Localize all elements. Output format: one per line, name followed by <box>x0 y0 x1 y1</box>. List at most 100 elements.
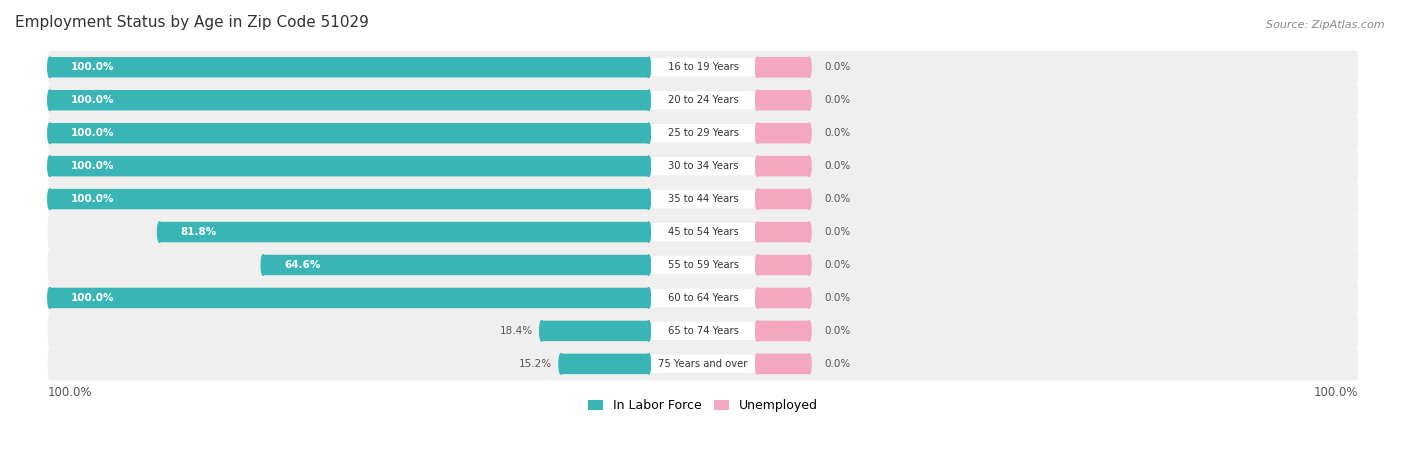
FancyBboxPatch shape <box>48 282 1358 315</box>
Text: 0.0%: 0.0% <box>824 128 851 138</box>
Circle shape <box>48 90 52 110</box>
FancyBboxPatch shape <box>758 189 808 209</box>
FancyBboxPatch shape <box>651 256 755 274</box>
FancyBboxPatch shape <box>48 51 1358 84</box>
FancyBboxPatch shape <box>48 315 1358 347</box>
Circle shape <box>807 288 811 308</box>
Circle shape <box>755 189 759 209</box>
Circle shape <box>755 288 759 308</box>
Text: 0.0%: 0.0% <box>824 260 851 270</box>
Text: Employment Status by Age in Zip Code 51029: Employment Status by Age in Zip Code 510… <box>15 15 368 30</box>
FancyBboxPatch shape <box>758 57 808 77</box>
FancyBboxPatch shape <box>49 57 648 77</box>
Legend: In Labor Force, Unemployed: In Labor Force, Unemployed <box>583 394 823 417</box>
Text: 20 to 24 Years: 20 to 24 Years <box>668 95 738 105</box>
Text: 100.0%: 100.0% <box>70 95 114 105</box>
Text: 0.0%: 0.0% <box>824 194 851 204</box>
FancyBboxPatch shape <box>651 190 755 208</box>
Circle shape <box>807 222 811 242</box>
FancyBboxPatch shape <box>758 156 808 176</box>
Circle shape <box>755 321 759 341</box>
FancyBboxPatch shape <box>651 355 755 373</box>
Circle shape <box>807 123 811 144</box>
FancyBboxPatch shape <box>651 322 755 340</box>
Circle shape <box>755 123 759 144</box>
Text: 0.0%: 0.0% <box>824 293 851 303</box>
Text: 30 to 34 Years: 30 to 34 Years <box>668 161 738 171</box>
Text: 15.2%: 15.2% <box>519 359 553 369</box>
Circle shape <box>647 156 651 176</box>
Circle shape <box>755 222 759 242</box>
Circle shape <box>647 123 651 144</box>
Text: 35 to 44 Years: 35 to 44 Years <box>668 194 738 204</box>
Text: 81.8%: 81.8% <box>180 227 217 237</box>
Circle shape <box>755 57 759 77</box>
Circle shape <box>647 288 651 308</box>
Text: 100.0%: 100.0% <box>48 386 93 399</box>
FancyBboxPatch shape <box>48 84 1358 117</box>
Circle shape <box>807 354 811 374</box>
FancyBboxPatch shape <box>49 288 648 308</box>
FancyBboxPatch shape <box>651 124 755 142</box>
Circle shape <box>647 255 651 275</box>
Text: 25 to 29 Years: 25 to 29 Years <box>668 128 738 138</box>
Circle shape <box>48 123 52 144</box>
FancyBboxPatch shape <box>651 91 755 109</box>
Text: 65 to 74 Years: 65 to 74 Years <box>668 326 738 336</box>
FancyBboxPatch shape <box>758 321 808 341</box>
FancyBboxPatch shape <box>263 255 648 275</box>
FancyBboxPatch shape <box>49 90 648 110</box>
Circle shape <box>647 189 651 209</box>
FancyBboxPatch shape <box>758 90 808 110</box>
FancyBboxPatch shape <box>48 150 1358 183</box>
FancyBboxPatch shape <box>48 216 1358 248</box>
Circle shape <box>157 222 162 242</box>
Text: 100.0%: 100.0% <box>70 62 114 72</box>
Circle shape <box>48 156 52 176</box>
Circle shape <box>755 255 759 275</box>
Text: 0.0%: 0.0% <box>824 62 851 72</box>
FancyBboxPatch shape <box>651 289 755 307</box>
Circle shape <box>48 189 52 209</box>
Text: 16 to 19 Years: 16 to 19 Years <box>668 62 738 72</box>
Text: Source: ZipAtlas.com: Source: ZipAtlas.com <box>1267 20 1385 30</box>
Circle shape <box>807 90 811 110</box>
Text: 100.0%: 100.0% <box>70 293 114 303</box>
Text: 100.0%: 100.0% <box>70 161 114 171</box>
Text: 100.0%: 100.0% <box>70 128 114 138</box>
Text: 55 to 59 Years: 55 to 59 Years <box>668 260 738 270</box>
FancyBboxPatch shape <box>758 222 808 242</box>
FancyBboxPatch shape <box>48 183 1358 216</box>
Text: 75 Years and over: 75 Years and over <box>658 359 748 369</box>
FancyBboxPatch shape <box>49 189 648 209</box>
Text: 0.0%: 0.0% <box>824 227 851 237</box>
Text: 0.0%: 0.0% <box>824 359 851 369</box>
Circle shape <box>647 222 651 242</box>
FancyBboxPatch shape <box>541 321 648 341</box>
FancyBboxPatch shape <box>48 117 1358 150</box>
Circle shape <box>755 354 759 374</box>
FancyBboxPatch shape <box>651 223 755 241</box>
FancyBboxPatch shape <box>758 255 808 275</box>
Circle shape <box>647 57 651 77</box>
Circle shape <box>262 255 266 275</box>
Circle shape <box>48 57 52 77</box>
Circle shape <box>807 57 811 77</box>
FancyBboxPatch shape <box>651 157 755 176</box>
Text: 0.0%: 0.0% <box>824 161 851 171</box>
FancyBboxPatch shape <box>561 354 648 374</box>
Circle shape <box>647 354 651 374</box>
Text: 45 to 54 Years: 45 to 54 Years <box>668 227 738 237</box>
Text: 64.6%: 64.6% <box>284 260 321 270</box>
Circle shape <box>560 354 562 374</box>
Circle shape <box>48 288 52 308</box>
Circle shape <box>807 156 811 176</box>
Circle shape <box>540 321 544 341</box>
FancyBboxPatch shape <box>758 288 808 308</box>
FancyBboxPatch shape <box>159 222 648 242</box>
Circle shape <box>807 321 811 341</box>
Circle shape <box>755 156 759 176</box>
Text: 100.0%: 100.0% <box>70 194 114 204</box>
Text: 0.0%: 0.0% <box>824 326 851 336</box>
FancyBboxPatch shape <box>651 58 755 76</box>
